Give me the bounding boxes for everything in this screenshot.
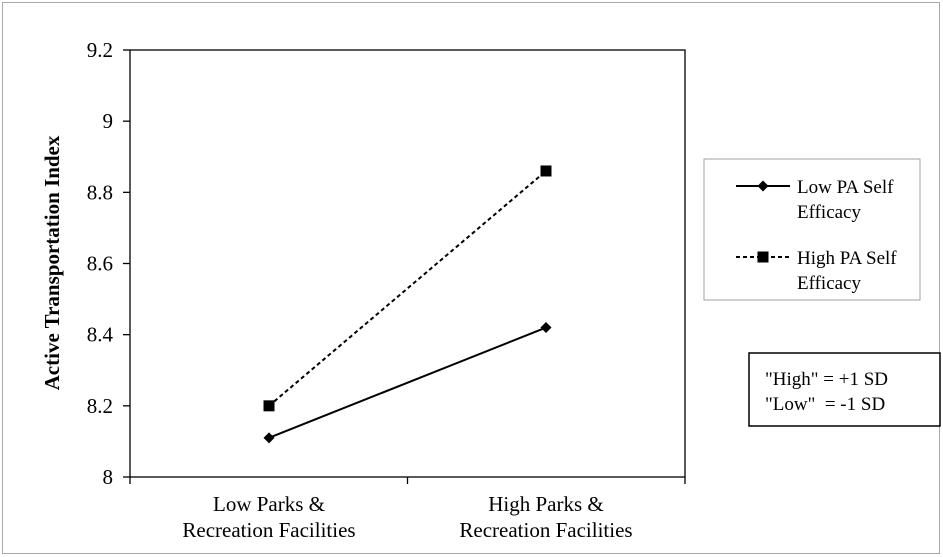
diamond-marker bbox=[757, 180, 769, 192]
plot-area bbox=[129, 49, 686, 478]
legend-box bbox=[703, 158, 921, 301]
legend-label: High PA Self bbox=[797, 248, 897, 269]
diamond-marker bbox=[263, 432, 275, 444]
square-marker bbox=[757, 251, 769, 263]
diamond-marker bbox=[540, 322, 552, 334]
series-group bbox=[263, 165, 552, 444]
y-tick-label: 8 bbox=[103, 465, 114, 489]
y-tick-label: 8.2 bbox=[87, 394, 113, 418]
y-tick-label: 8.6 bbox=[87, 252, 113, 276]
y-tick-label: 8.4 bbox=[87, 323, 114, 347]
note-line-low: "Low" = -1 SD bbox=[765, 394, 885, 415]
square-marker bbox=[263, 400, 275, 412]
x-category-label: Recreation Facilities bbox=[182, 518, 355, 542]
square-marker bbox=[540, 165, 552, 177]
y-tick-label: 9.2 bbox=[87, 38, 113, 62]
series-line-high-efficacy bbox=[268, 170, 547, 407]
legend: Low PA Self Efficacy High PA Self Efficacy bbox=[736, 177, 897, 294]
y-axis-label: Active Transportation Index bbox=[40, 135, 64, 390]
series-line-low-efficacy bbox=[268, 326, 547, 439]
x-category-label: Recreation Facilities bbox=[459, 518, 632, 542]
legend-label: Efficacy bbox=[797, 202, 861, 223]
legend-label: Low PA Self bbox=[797, 177, 894, 198]
legend-label: Efficacy bbox=[797, 273, 861, 294]
y-tick-label: 8.8 bbox=[87, 180, 113, 204]
x-category-label: High Parks & bbox=[488, 492, 604, 516]
note-box bbox=[748, 352, 941, 427]
y-axis: 8 8.2 8.4 8.6 8.8 9 9.2 bbox=[87, 38, 130, 489]
y-tick-label: 9 bbox=[103, 109, 114, 133]
note-line-high: "High" = +1 SD bbox=[765, 369, 888, 390]
x-category-label: Low Parks & bbox=[213, 492, 325, 516]
